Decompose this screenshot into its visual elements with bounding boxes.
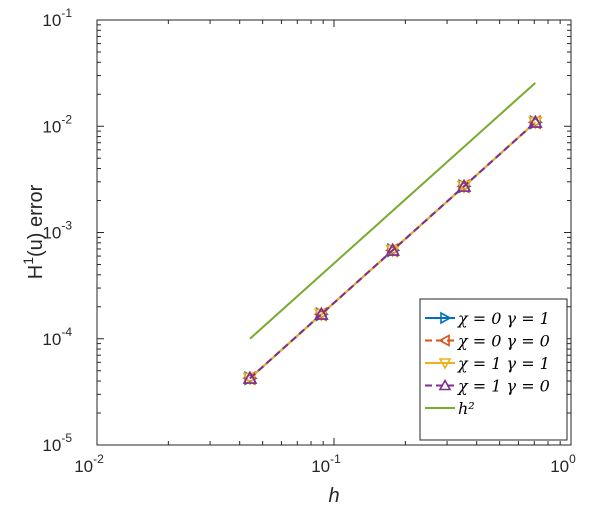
x-tick-label: 10-2 — [74, 452, 104, 476]
legend-label: h² — [458, 399, 475, 418]
legend-label: χ = 1 γ = 1 — [457, 354, 550, 373]
y-axis-label-base: H — [25, 265, 47, 279]
y-axis-label-rest: (u) error — [25, 184, 47, 257]
legend-label: χ = 0 γ = 0 — [457, 332, 550, 351]
data-point-marker — [385, 242, 399, 258]
y-axis-label: H1(u) error — [20, 184, 47, 279]
data-point-marker — [456, 178, 472, 192]
legend-label: χ = 1 γ = 0 — [457, 377, 550, 396]
y-axis-label-sup: 1 — [20, 257, 36, 265]
axes-box — [96, 19, 572, 446]
series-line — [249, 121, 536, 379]
data-point-marker — [242, 370, 256, 386]
y-tick-label: 10-1 — [42, 6, 72, 30]
data-point-marker — [440, 311, 452, 325]
data-point-marker — [242, 370, 258, 384]
legend-entry: χ = 0 γ = 1 — [425, 309, 550, 328]
data-point-marker — [385, 242, 401, 256]
x-tick-label: 100 — [550, 452, 576, 476]
legend: χ = 0 γ = 1 χ = 0 γ = 0 χ = 1 γ = 1 χ = 1 γ… — [419, 298, 568, 441]
data-point-marker — [527, 114, 541, 130]
y-tick-label: 10-2 — [42, 112, 72, 136]
legend-label: χ = 0 γ = 1 — [457, 309, 550, 328]
series — [242, 114, 543, 384]
data-point-marker — [313, 306, 329, 320]
y-tick-label: 10-4 — [42, 325, 72, 349]
series-line — [249, 82, 536, 340]
legend-entry: h² — [425, 399, 475, 418]
legend-entry: χ = 1 γ = 0 — [425, 377, 550, 396]
legend-entry: χ = 0 γ = 0 — [425, 332, 550, 351]
y-axis: 10-5 10-4 10-3 10-2 10-1 — [42, 6, 571, 455]
data-point-marker — [438, 334, 450, 347]
x-axis-label: h — [328, 485, 339, 507]
data-point-marker — [438, 358, 452, 370]
data-point-marker — [438, 378, 452, 391]
y-tick-label: 10-5 — [42, 431, 72, 455]
plot-series — [242, 82, 543, 386]
x-axis: 10-2 10-1 100 — [74, 20, 576, 476]
data-point-marker — [313, 306, 327, 322]
x-tick-label: 10-1 — [311, 452, 341, 476]
legend-box — [419, 298, 568, 441]
y-tick-label: 10-3 — [42, 219, 72, 243]
data-point-marker — [527, 114, 543, 128]
data-point-marker — [456, 178, 470, 194]
series — [249, 82, 536, 340]
legend-entry: χ = 1 γ = 1 — [425, 354, 550, 373]
